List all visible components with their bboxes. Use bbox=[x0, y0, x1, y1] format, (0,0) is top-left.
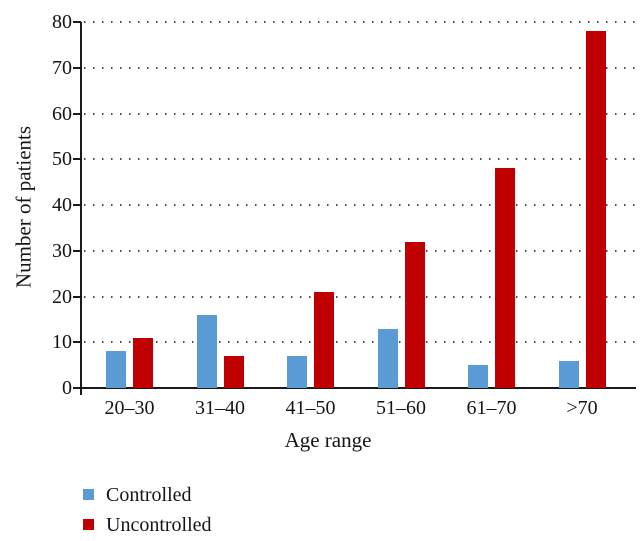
x-tick-label-4: 51–60 bbox=[376, 397, 426, 419]
y-tick-10 bbox=[73, 341, 81, 344]
y-tick-70 bbox=[73, 66, 81, 69]
bar-uncontrolled-5 bbox=[495, 168, 515, 388]
gridline-y-10 bbox=[84, 341, 639, 344]
gridline-y-70 bbox=[84, 66, 639, 69]
bar-uncontrolled-3 bbox=[314, 291, 334, 388]
y-tick-label-60: 60 bbox=[52, 102, 72, 125]
bar-controlled-2 bbox=[196, 314, 217, 388]
legend-swatch-uncontrolled-icon bbox=[83, 519, 94, 530]
legend: Controlled Uncontrolled bbox=[83, 484, 212, 541]
bar-uncontrolled-2 bbox=[223, 355, 244, 388]
y-tick-0 bbox=[73, 387, 81, 389]
bar-controlled-4 bbox=[377, 328, 398, 388]
bar-controlled-1 bbox=[106, 351, 126, 388]
gridline-y-40 bbox=[84, 204, 639, 206]
gridline-y-30 bbox=[84, 249, 639, 252]
bar-controlled-6 bbox=[558, 360, 579, 388]
legend-item-uncontrolled: Uncontrolled bbox=[83, 514, 212, 541]
legend-label-uncontrolled: Uncontrolled bbox=[106, 514, 212, 536]
gridline-y-80 bbox=[84, 21, 639, 23]
bar-uncontrolled-6 bbox=[585, 31, 606, 388]
y-tick-label-20: 20 bbox=[52, 285, 72, 308]
gridline-y-50 bbox=[84, 158, 639, 161]
gridline-y-60 bbox=[84, 112, 639, 115]
y-axis bbox=[80, 22, 82, 395]
x-tick-label-5: 61–70 bbox=[466, 397, 517, 419]
x-tick-label-6: >70 bbox=[566, 397, 598, 419]
x-tick-label-3: 41–50 bbox=[285, 397, 336, 419]
legend-label-controlled: Controlled bbox=[106, 484, 192, 506]
y-tick-label-0: 0 bbox=[62, 377, 72, 399]
y-tick-50 bbox=[73, 158, 81, 161]
x-axis bbox=[80, 387, 636, 389]
bar-controlled-5 bbox=[468, 365, 488, 388]
y-tick-30 bbox=[73, 249, 81, 252]
y-tick-label-40: 40 bbox=[52, 194, 72, 216]
x-axis-title: Age range bbox=[284, 428, 372, 452]
bar-uncontrolled-1 bbox=[133, 337, 153, 388]
y-tick-80 bbox=[73, 21, 81, 23]
y-tick-label-70: 70 bbox=[52, 56, 72, 79]
legend-item-controlled: Controlled bbox=[83, 484, 212, 514]
y-tick-label-30: 30 bbox=[52, 239, 72, 262]
gridline-y-20 bbox=[84, 295, 639, 298]
y-tick-20 bbox=[73, 295, 81, 298]
y-tick-label-10: 10 bbox=[52, 331, 72, 354]
x-tick-label-2: 31–40 bbox=[195, 397, 245, 419]
y-tick-40 bbox=[73, 204, 81, 206]
legend-swatch-controlled-icon bbox=[83, 489, 94, 500]
y-tick-60 bbox=[73, 112, 81, 115]
y-tick-label-80: 80 bbox=[52, 11, 72, 33]
y-axis-title: Number of patients bbox=[11, 125, 36, 289]
bar-uncontrolled-4 bbox=[404, 241, 425, 388]
bar-controlled-3 bbox=[287, 355, 307, 388]
y-tick-label-50: 50 bbox=[52, 148, 72, 171]
x-tick-label-1: 20–30 bbox=[104, 397, 155, 419]
